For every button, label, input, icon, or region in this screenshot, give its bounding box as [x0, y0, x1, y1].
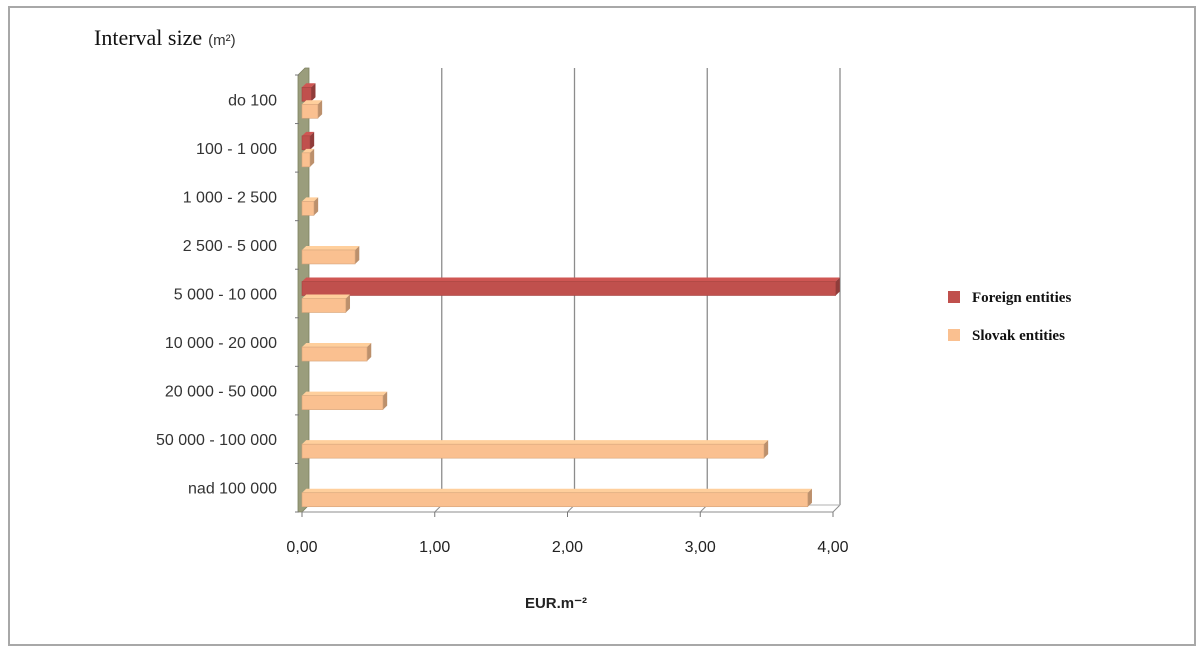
plot-area: 0,00 1,00 2,00 3,00 4,00 do 100 100 - 1 000 1 0…	[156, 68, 849, 556]
bar	[302, 440, 768, 458]
category-label: 5 000 - 10 000	[174, 287, 277, 304]
category-label: 50 000 - 100 000	[156, 432, 277, 449]
bar-front	[302, 250, 355, 264]
bar-chart: Interval size (m²) EUR.m⁻² 0,00 1,00 2,00 3,…	[0, 0, 1200, 623]
category-label: 1 000 - 2 500	[183, 189, 277, 206]
legend-swatch	[948, 329, 960, 341]
x-tick-label: 4,00	[817, 539, 848, 556]
bar-front	[302, 153, 310, 167]
category-label: 10 000 - 20 000	[165, 335, 277, 352]
bar-front	[302, 299, 346, 313]
y-axis-title-unit: (m²)	[208, 32, 235, 49]
y-axis-title: Interval size (m²)	[94, 25, 236, 50]
x-tick-label: 1,00	[419, 539, 450, 556]
bar-top	[302, 440, 768, 444]
gridline-floor	[833, 505, 840, 512]
bar-top	[302, 392, 387, 396]
bar	[302, 149, 314, 167]
bar-front	[302, 136, 310, 150]
bar	[302, 132, 314, 150]
category-label: 20 000 - 50 000	[165, 384, 277, 401]
x-axis-title: EUR.m⁻²	[525, 595, 587, 612]
legend: Foreign entities Slovak entities	[948, 290, 1071, 344]
y-axis-title-main: Interval size	[94, 25, 202, 50]
bar-front	[302, 87, 311, 101]
legend-label: Foreign entities	[972, 290, 1071, 306]
bar-front	[302, 347, 367, 361]
category-label: nad 100 000	[188, 481, 277, 498]
bar-top	[302, 489, 812, 493]
bar-front	[302, 396, 383, 410]
bar-top	[302, 343, 371, 347]
bar-front	[302, 444, 764, 458]
bar	[302, 246, 359, 264]
bar	[302, 83, 315, 101]
bar	[302, 197, 318, 215]
bar-front	[302, 282, 836, 296]
bar-front	[302, 104, 318, 118]
x-tick-label: 3,00	[685, 539, 716, 556]
bar	[302, 278, 840, 296]
bar-top	[302, 295, 350, 299]
bar	[302, 343, 371, 361]
legend-label: Slovak entities	[972, 328, 1065, 344]
x-tick-label: 2,00	[552, 539, 583, 556]
legend-swatch	[948, 291, 960, 303]
bar	[302, 489, 812, 507]
category-label: 2 500 - 5 000	[183, 238, 277, 255]
bar-front	[302, 493, 808, 507]
category-label: 100 - 1 000	[196, 141, 277, 158]
bar	[302, 100, 322, 118]
bar	[302, 295, 350, 313]
x-tick-label: 0,00	[286, 539, 317, 556]
bar	[302, 392, 387, 410]
category-label: do 100	[228, 92, 277, 109]
bar-top	[302, 278, 840, 282]
bar-top	[302, 246, 359, 250]
bar-front	[302, 201, 314, 215]
